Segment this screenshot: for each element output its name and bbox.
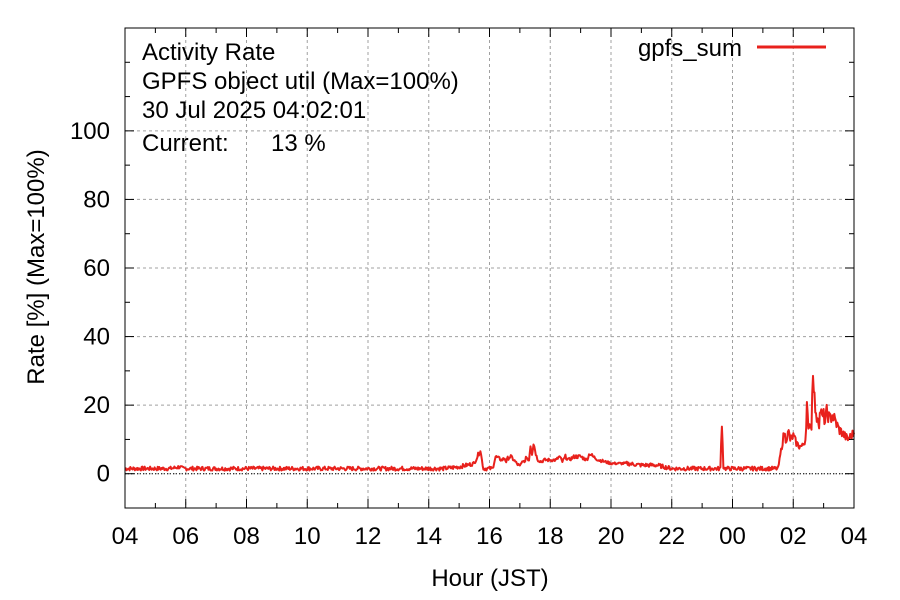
grid-lines bbox=[125, 28, 854, 508]
y-tick-label: 100 bbox=[70, 118, 110, 145]
tick-labels: 0 20 40 60 80 100 04 06 08 10 12 14 16 18 20 22 00 02 04 bbox=[70, 118, 867, 550]
x-tick-label: 08 bbox=[233, 523, 260, 550]
x-tick-label: 16 bbox=[476, 523, 503, 550]
x-tick-label: 14 bbox=[415, 523, 442, 550]
legend-label: gpfs_sum bbox=[638, 35, 742, 62]
x-tick-label: 22 bbox=[658, 523, 685, 550]
y-tick-label: 20 bbox=[83, 392, 110, 419]
series-line-gpfs-sum bbox=[124, 374, 855, 472]
x-tick-label: 10 bbox=[294, 523, 321, 550]
x-tick-label: 04 bbox=[841, 523, 868, 550]
chart-subtitle: GPFS object util (Max=100%) bbox=[142, 68, 459, 95]
x-tick-label: 18 bbox=[537, 523, 564, 550]
x-axis-label: Hour (JST) bbox=[431, 565, 548, 592]
current-label: Current: bbox=[142, 130, 229, 157]
y-tick-label: 80 bbox=[83, 186, 110, 213]
y-tick-label: 60 bbox=[83, 255, 110, 282]
x-tick-label: 06 bbox=[172, 523, 199, 550]
chart-title: Activity Rate bbox=[142, 39, 275, 66]
current-value: 13 % bbox=[271, 130, 326, 157]
series-layer bbox=[124, 374, 855, 472]
y-axis-label: Rate [%] (Max=100%) bbox=[23, 149, 50, 384]
x-tick-label: 02 bbox=[780, 523, 807, 550]
x-tick-label: 00 bbox=[719, 523, 746, 550]
x-tick-label: 04 bbox=[112, 523, 139, 550]
x-tick-label: 12 bbox=[355, 523, 382, 550]
y-tick-label: 0 bbox=[97, 461, 110, 488]
axis-ticks bbox=[124, 27, 855, 509]
y-tick-label: 40 bbox=[83, 324, 110, 351]
x-tick-label: 20 bbox=[598, 523, 625, 550]
legend: gpfs_sum bbox=[638, 35, 826, 62]
chart-timestamp: 30 Jul 2025 04:02:01 bbox=[142, 97, 366, 124]
